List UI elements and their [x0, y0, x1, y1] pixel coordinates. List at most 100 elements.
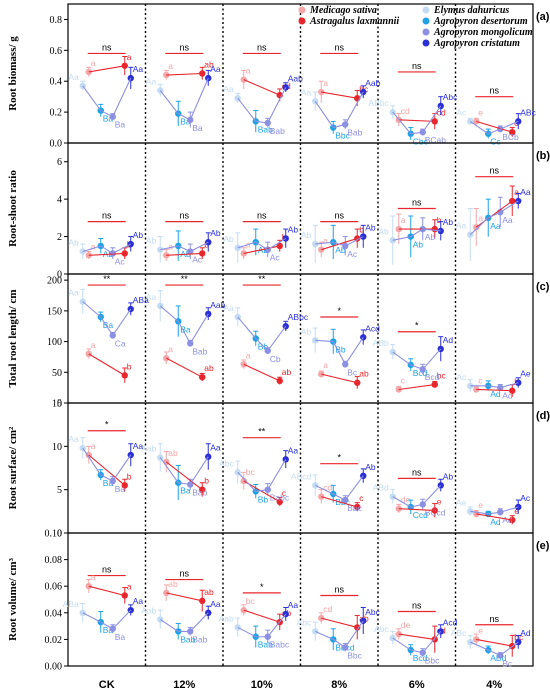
significance-letter: ABc	[520, 107, 536, 117]
series-astragalus-laxmannii: babababbcb	[121, 361, 519, 397]
y-tick-label: 0.10	[45, 529, 63, 540]
significance-letter: Bbc	[347, 650, 362, 660]
legend-label: Agropyron mongolicum	[433, 27, 533, 38]
significance-letter: Bab	[192, 487, 207, 497]
significance-letter: bc	[514, 632, 524, 642]
significance-letter: Aa	[210, 64, 221, 74]
significance-letter: a	[91, 340, 96, 350]
grass-connector	[392, 228, 441, 241]
significance-letter: Bab	[258, 640, 273, 650]
significance-letter: Aa	[133, 596, 144, 606]
significance-letter: Ad	[520, 628, 531, 638]
significance-label: ns	[102, 42, 112, 52]
significance-letter: Abc	[443, 92, 458, 102]
grass-connector	[470, 641, 519, 656]
panel-label: (d)	[536, 410, 550, 422]
significance-label: ns	[489, 166, 499, 176]
y-tick-label: 0.2	[50, 108, 63, 119]
significance-letter: b	[204, 476, 209, 486]
significance-label: ns	[489, 86, 499, 96]
legume-connector	[166, 252, 203, 256]
significance-label: ns	[334, 585, 344, 595]
significance-letter: Ac	[192, 255, 203, 265]
significance-letter: Bab	[180, 634, 195, 644]
y-tick-label: 2	[57, 232, 62, 243]
significance-letter: a	[323, 360, 328, 370]
x-category-label: CK	[99, 679, 115, 691]
significance-label: ns	[257, 211, 267, 221]
data-point	[282, 456, 289, 463]
y-tick-label: 100	[47, 337, 62, 348]
significance-letter: ab	[168, 579, 178, 589]
y-tick-label: 5	[57, 485, 62, 496]
significance-label: ns	[102, 211, 112, 221]
significance-letter: Aa	[68, 72, 79, 82]
significance-letter: Abc	[365, 607, 380, 617]
legume-connector	[88, 353, 126, 376]
significance-letter: Ad	[490, 517, 501, 527]
significance-letter: Cbc	[413, 137, 429, 147]
significance-letter: ab	[204, 363, 214, 373]
significance-letter: ABa	[63, 599, 79, 609]
significance-letter: Babc	[270, 493, 290, 503]
significance-letter: e	[478, 500, 483, 510]
grass-connector	[237, 459, 287, 492]
significance-letter: Ab	[335, 245, 346, 255]
legend-marker	[422, 17, 430, 25]
significance-letter: ab	[204, 587, 214, 597]
significance-letter: bc	[246, 596, 256, 606]
significance-letter: Aa	[223, 303, 234, 313]
significance-letter: Ba	[180, 117, 191, 127]
legume-connector	[398, 633, 435, 640]
legend-marker	[298, 6, 306, 14]
significance-letter: Ab	[288, 224, 299, 234]
significance-letter: Ab	[443, 471, 454, 481]
significance-letter: c	[359, 493, 364, 503]
significance-letter: ABc	[451, 628, 467, 638]
significance-letter: Ba	[103, 114, 114, 124]
significance-letter: b	[359, 224, 364, 234]
significance-letter: Aa	[301, 87, 312, 97]
data-point	[163, 354, 170, 362]
data-point	[312, 482, 319, 489]
data-point	[467, 508, 474, 515]
significance-letter: Aa	[520, 187, 531, 197]
significance-letter: Aa	[502, 215, 513, 225]
significance-letter: cd	[437, 107, 446, 117]
legume-connector	[165, 357, 203, 378]
significance-letter: Aab	[210, 300, 225, 310]
y-axis-label: Root biomass/ g	[7, 36, 19, 111]
legume-connector	[321, 617, 358, 628]
panel-label: (e)	[536, 540, 550, 552]
significance-letter: Abc	[219, 458, 234, 468]
legume-connector	[476, 513, 513, 521]
grass-connector	[392, 105, 442, 135]
legume-connector	[243, 363, 280, 382]
significance-letter: e	[478, 625, 483, 635]
panel-label: (b)	[536, 150, 550, 162]
legume-connector	[243, 609, 280, 623]
significance-letter: Ba	[192, 123, 203, 133]
significance-letter: Ba	[115, 632, 126, 642]
legend-label: Agropyron cristatum	[433, 38, 520, 49]
legend-marker	[298, 17, 306, 25]
significance-letter: de	[401, 620, 411, 630]
grass-connector	[392, 631, 442, 654]
significance-letter: Ab	[223, 234, 234, 244]
significance-letter: Aab	[365, 78, 380, 88]
significance-letter: Ae	[520, 369, 531, 379]
legend-marker	[422, 28, 430, 36]
grass-connector	[315, 620, 364, 649]
significance-letter: Aa	[456, 221, 467, 231]
significance-letter: Abc	[374, 624, 389, 634]
significance-letter: Ccd	[413, 510, 428, 520]
grass-connector	[159, 77, 209, 121]
significance-letter: ab	[359, 369, 369, 379]
significance-letter: Ac	[520, 493, 531, 503]
grass-connector	[470, 506, 519, 515]
significance-letter: Ba	[115, 120, 126, 130]
